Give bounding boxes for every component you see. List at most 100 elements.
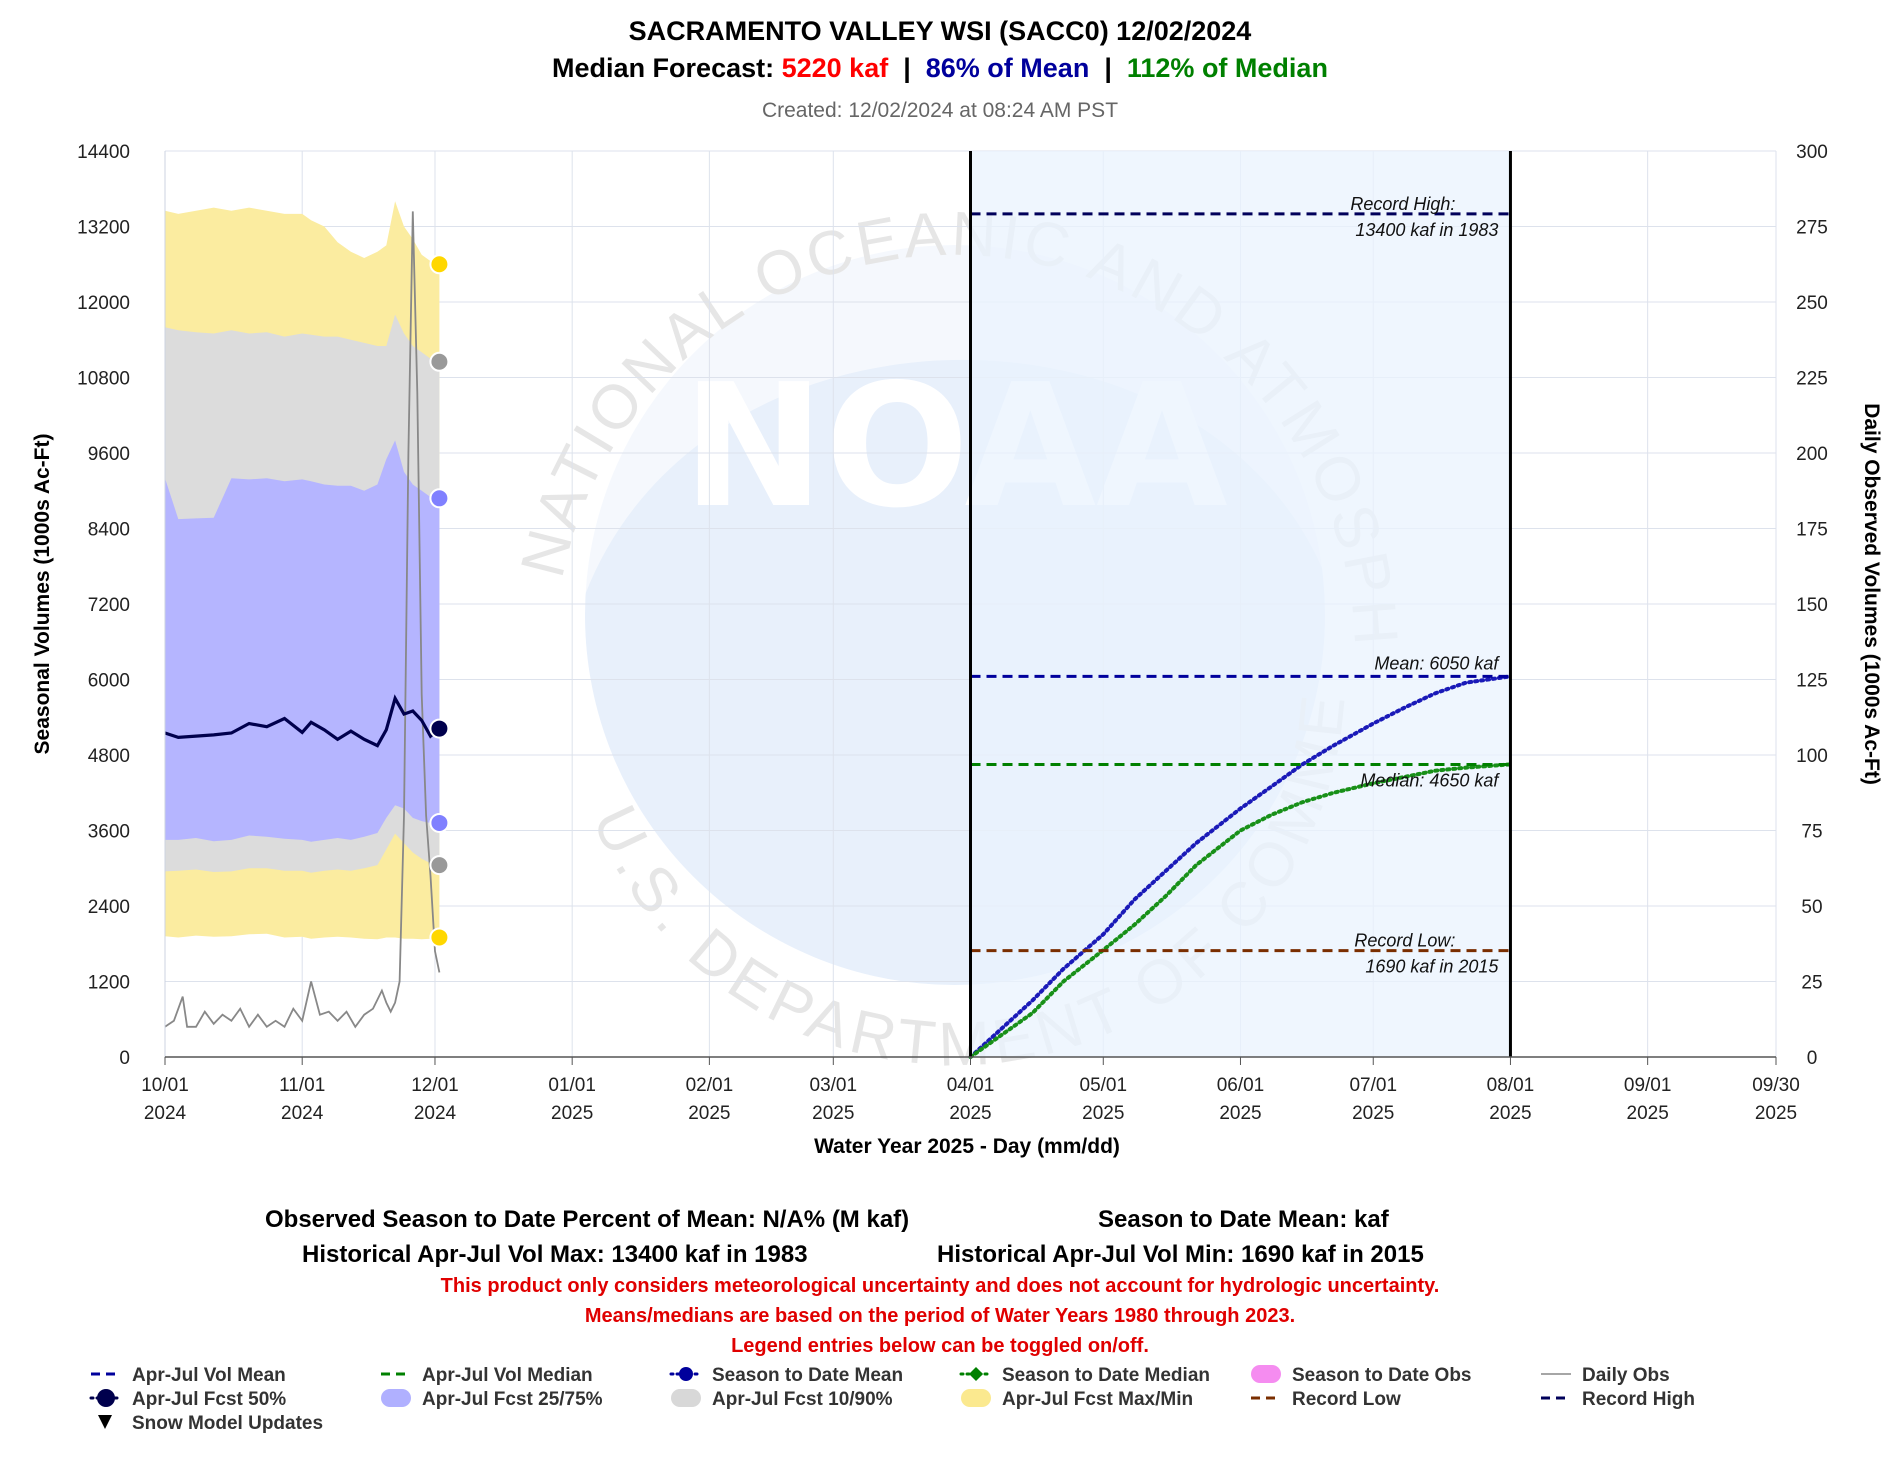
y2-axis-title: Daily Observed Volumes (1000s Ac-Ft) — [1860, 403, 1883, 785]
subtitle-separator: | — [888, 53, 926, 83]
record-high-value-label: 13400 kaf in 1983 — [1355, 220, 1498, 240]
chart-axes: 0 1200 2400 3600 4800 6000 7200 8400 9600 10800 12… — [77, 142, 1828, 1124]
x-tick-label-date: 11/01 — [279, 1075, 325, 1096]
legend-item-snow-model-updates[interactable]: Snow Model Updates — [98, 1413, 323, 1434]
legend-item-record-high[interactable]: Record High — [1541, 1389, 1695, 1410]
record-low-legend-label: Record Low — [1292, 1389, 1401, 1410]
end-marker-p50 — [429, 718, 450, 739]
stat-historical-min: Historical Apr-Jul Vol Min: 1690 kaf in … — [937, 1241, 1424, 1268]
x-tick-label-year: 2025 — [1352, 1103, 1394, 1124]
y-tick-label: 14400 — [77, 142, 130, 163]
y2-tick-label: 150 — [1796, 595, 1828, 616]
apr-jul-fcst-50-legend-label: Apr-Jul Fcst 50% — [132, 1389, 286, 1410]
x-tick-label-date: 10/01 — [141, 1075, 189, 1096]
season-to-date-mean-legend-label: Season to Date Mean — [712, 1365, 903, 1386]
x-tick-label-year: 2025 — [1627, 1103, 1669, 1124]
reference-lines: Record High: 13400 kaf in 1983 Mean: 6050 … — [969, 151, 1512, 1057]
subtitle-separator: | — [1089, 53, 1127, 83]
y2-tick-label: 175 — [1796, 520, 1828, 541]
record-low-label: Record Low: — [1354, 931, 1455, 951]
stat-observed-pct-mean: Observed Season to Date Percent of Mean:… — [265, 1206, 909, 1233]
x-tick-label-date: 07/01 — [1349, 1075, 1397, 1096]
x-tick-label-date: 08/01 — [1487, 1075, 1535, 1096]
season-window-fill — [970, 151, 1511, 1057]
subtitle-forecast: 5220 kaf — [782, 53, 890, 83]
season-window-background — [970, 151, 1511, 1057]
x-tick-label-year: 2024 — [414, 1103, 457, 1124]
chart-series — [164, 211, 1513, 1059]
season-to-date-mean-legend-symbol — [679, 1367, 693, 1381]
snow-model-updates-legend-label: Snow Model Updates — [132, 1413, 323, 1434]
record-high-legend-label: Record High — [1582, 1389, 1695, 1410]
apr-jul-fcst-10-90-legend-symbol — [671, 1389, 701, 1407]
x-tick-label-year: 2025 — [812, 1103, 854, 1124]
snow-model-updates-legend-symbol — [98, 1415, 112, 1429]
y-tick-label: 3600 — [88, 822, 130, 843]
apr-jul-fcst-max-min-legend-symbol — [961, 1389, 991, 1407]
legend-item-record-low[interactable]: Record Low — [1251, 1389, 1401, 1410]
y2-tick-label: 250 — [1796, 293, 1828, 314]
legend-item-apr-jul-fcst-50[interactable]: Apr-Jul Fcst 50% — [89, 1389, 286, 1410]
y2-tick-label: 225 — [1796, 369, 1828, 390]
legend-item-apr-jul-fcst-25-75[interactable]: Apr-Jul Fcst 25/75% — [381, 1389, 603, 1410]
end-marker-p75 — [429, 488, 450, 509]
x-tick-label-date: 04/01 — [947, 1075, 995, 1096]
legend-item-apr-jul-vol-mean[interactable]: Apr-Jul Vol Mean — [91, 1365, 286, 1386]
x-tick-label-date: 01/01 — [548, 1075, 596, 1096]
legend-item-season-to-date-median[interactable]: Season to Date Median — [959, 1365, 1210, 1386]
daily-obs-line — [164, 211, 441, 1029]
x-tick-label-date: 02/01 — [686, 1075, 734, 1096]
record-low-value-label: 1690 kaf in 2015 — [1365, 957, 1499, 977]
apr-jul-vol-median-legend-label: Apr-Jul Vol Median — [422, 1365, 593, 1386]
x-tick-label-year: 2025 — [1755, 1103, 1797, 1124]
mean-label: Mean: 6050 kaf — [1374, 653, 1500, 673]
legend-item-season-to-date-obs[interactable]: Season to Date Obs — [1251, 1365, 1472, 1386]
y-tick-label: 0 — [119, 1048, 130, 1069]
legend-item-apr-jul-fcst-max-min[interactable]: Apr-Jul Fcst Max/Min — [961, 1389, 1193, 1410]
end-marker-p90 — [429, 351, 450, 372]
x-tick-label-year: 2025 — [1489, 1103, 1531, 1124]
season-to-date-mean-line — [968, 674, 1513, 1059]
x-axis-title: Water Year 2025 - Day (mm/dd) — [814, 1135, 1120, 1158]
y-tick-label: 7200 — [88, 595, 130, 616]
legend-item-daily-obs[interactable]: Daily Obs — [1541, 1365, 1670, 1386]
y2-tick-label: 200 — [1796, 444, 1828, 465]
season-to-date-obs-legend-symbol — [1251, 1365, 1281, 1383]
legend-item-apr-jul-vol-median[interactable]: Apr-Jul Vol Median — [381, 1365, 593, 1386]
y-tick-label: 8400 — [88, 520, 130, 541]
y2-tick-label: 75 — [1801, 822, 1822, 843]
y-tick-label: 1200 — [88, 973, 130, 994]
y2-tick-label: 0 — [1807, 1048, 1818, 1069]
note-period: Means/medians are based on the period of… — [585, 1305, 1295, 1327]
forecast-end-markers — [429, 254, 450, 948]
subtitle-median-pct: 112% of Median — [1127, 53, 1328, 83]
y2-tick-label: 300 — [1796, 142, 1828, 163]
note-uncertainty: This product only considers meteorologic… — [441, 1275, 1440, 1297]
season-to-date-obs-legend-label: Season to Date Obs — [1292, 1365, 1472, 1386]
y-tick-label: 6000 — [88, 671, 130, 692]
season-to-date-median-legend-label: Season to Date Median — [1002, 1365, 1210, 1386]
y2-tick-label: 275 — [1796, 218, 1828, 239]
y-tick-label: 2400 — [88, 897, 130, 918]
x-tick-label-date: 09/01 — [1624, 1075, 1672, 1096]
x-tick-label-year: 2024 — [281, 1103, 324, 1124]
apr-jul-vol-mean-legend-label: Apr-Jul Vol Mean — [132, 1365, 286, 1386]
x-tick-label-date: 09/30 — [1752, 1075, 1800, 1096]
y2-tick-label: 125 — [1796, 671, 1828, 692]
end-marker-max — [429, 254, 450, 275]
stat-historical-max: Historical Apr-Jul Vol Max: 13400 kaf in… — [302, 1241, 808, 1268]
legend-item-apr-jul-fcst-10-90[interactable]: Apr-Jul Fcst 10/90% — [671, 1389, 893, 1410]
daily-obs-legend-label: Daily Obs — [1582, 1365, 1670, 1386]
end-marker-p25 — [429, 812, 450, 833]
x-tick-label-year: 2025 — [688, 1103, 730, 1124]
created-timestamp: Created: 12/02/2024 at 08:24 AM PST — [762, 99, 1118, 122]
apr-jul-fcst-50-legend-symbol — [97, 1389, 115, 1407]
x-tick-label-year: 2025 — [949, 1103, 991, 1124]
apr-jul-fcst-25-75-legend-symbol — [381, 1389, 411, 1407]
forecast-bands — [165, 201, 440, 940]
y-tick-label: 9600 — [88, 444, 130, 465]
season-to-date-median-line — [968, 762, 1513, 1059]
legend-item-season-to-date-mean[interactable]: Season to Date Mean — [669, 1365, 903, 1386]
subtitle-label: Median Forecast: — [552, 53, 782, 83]
